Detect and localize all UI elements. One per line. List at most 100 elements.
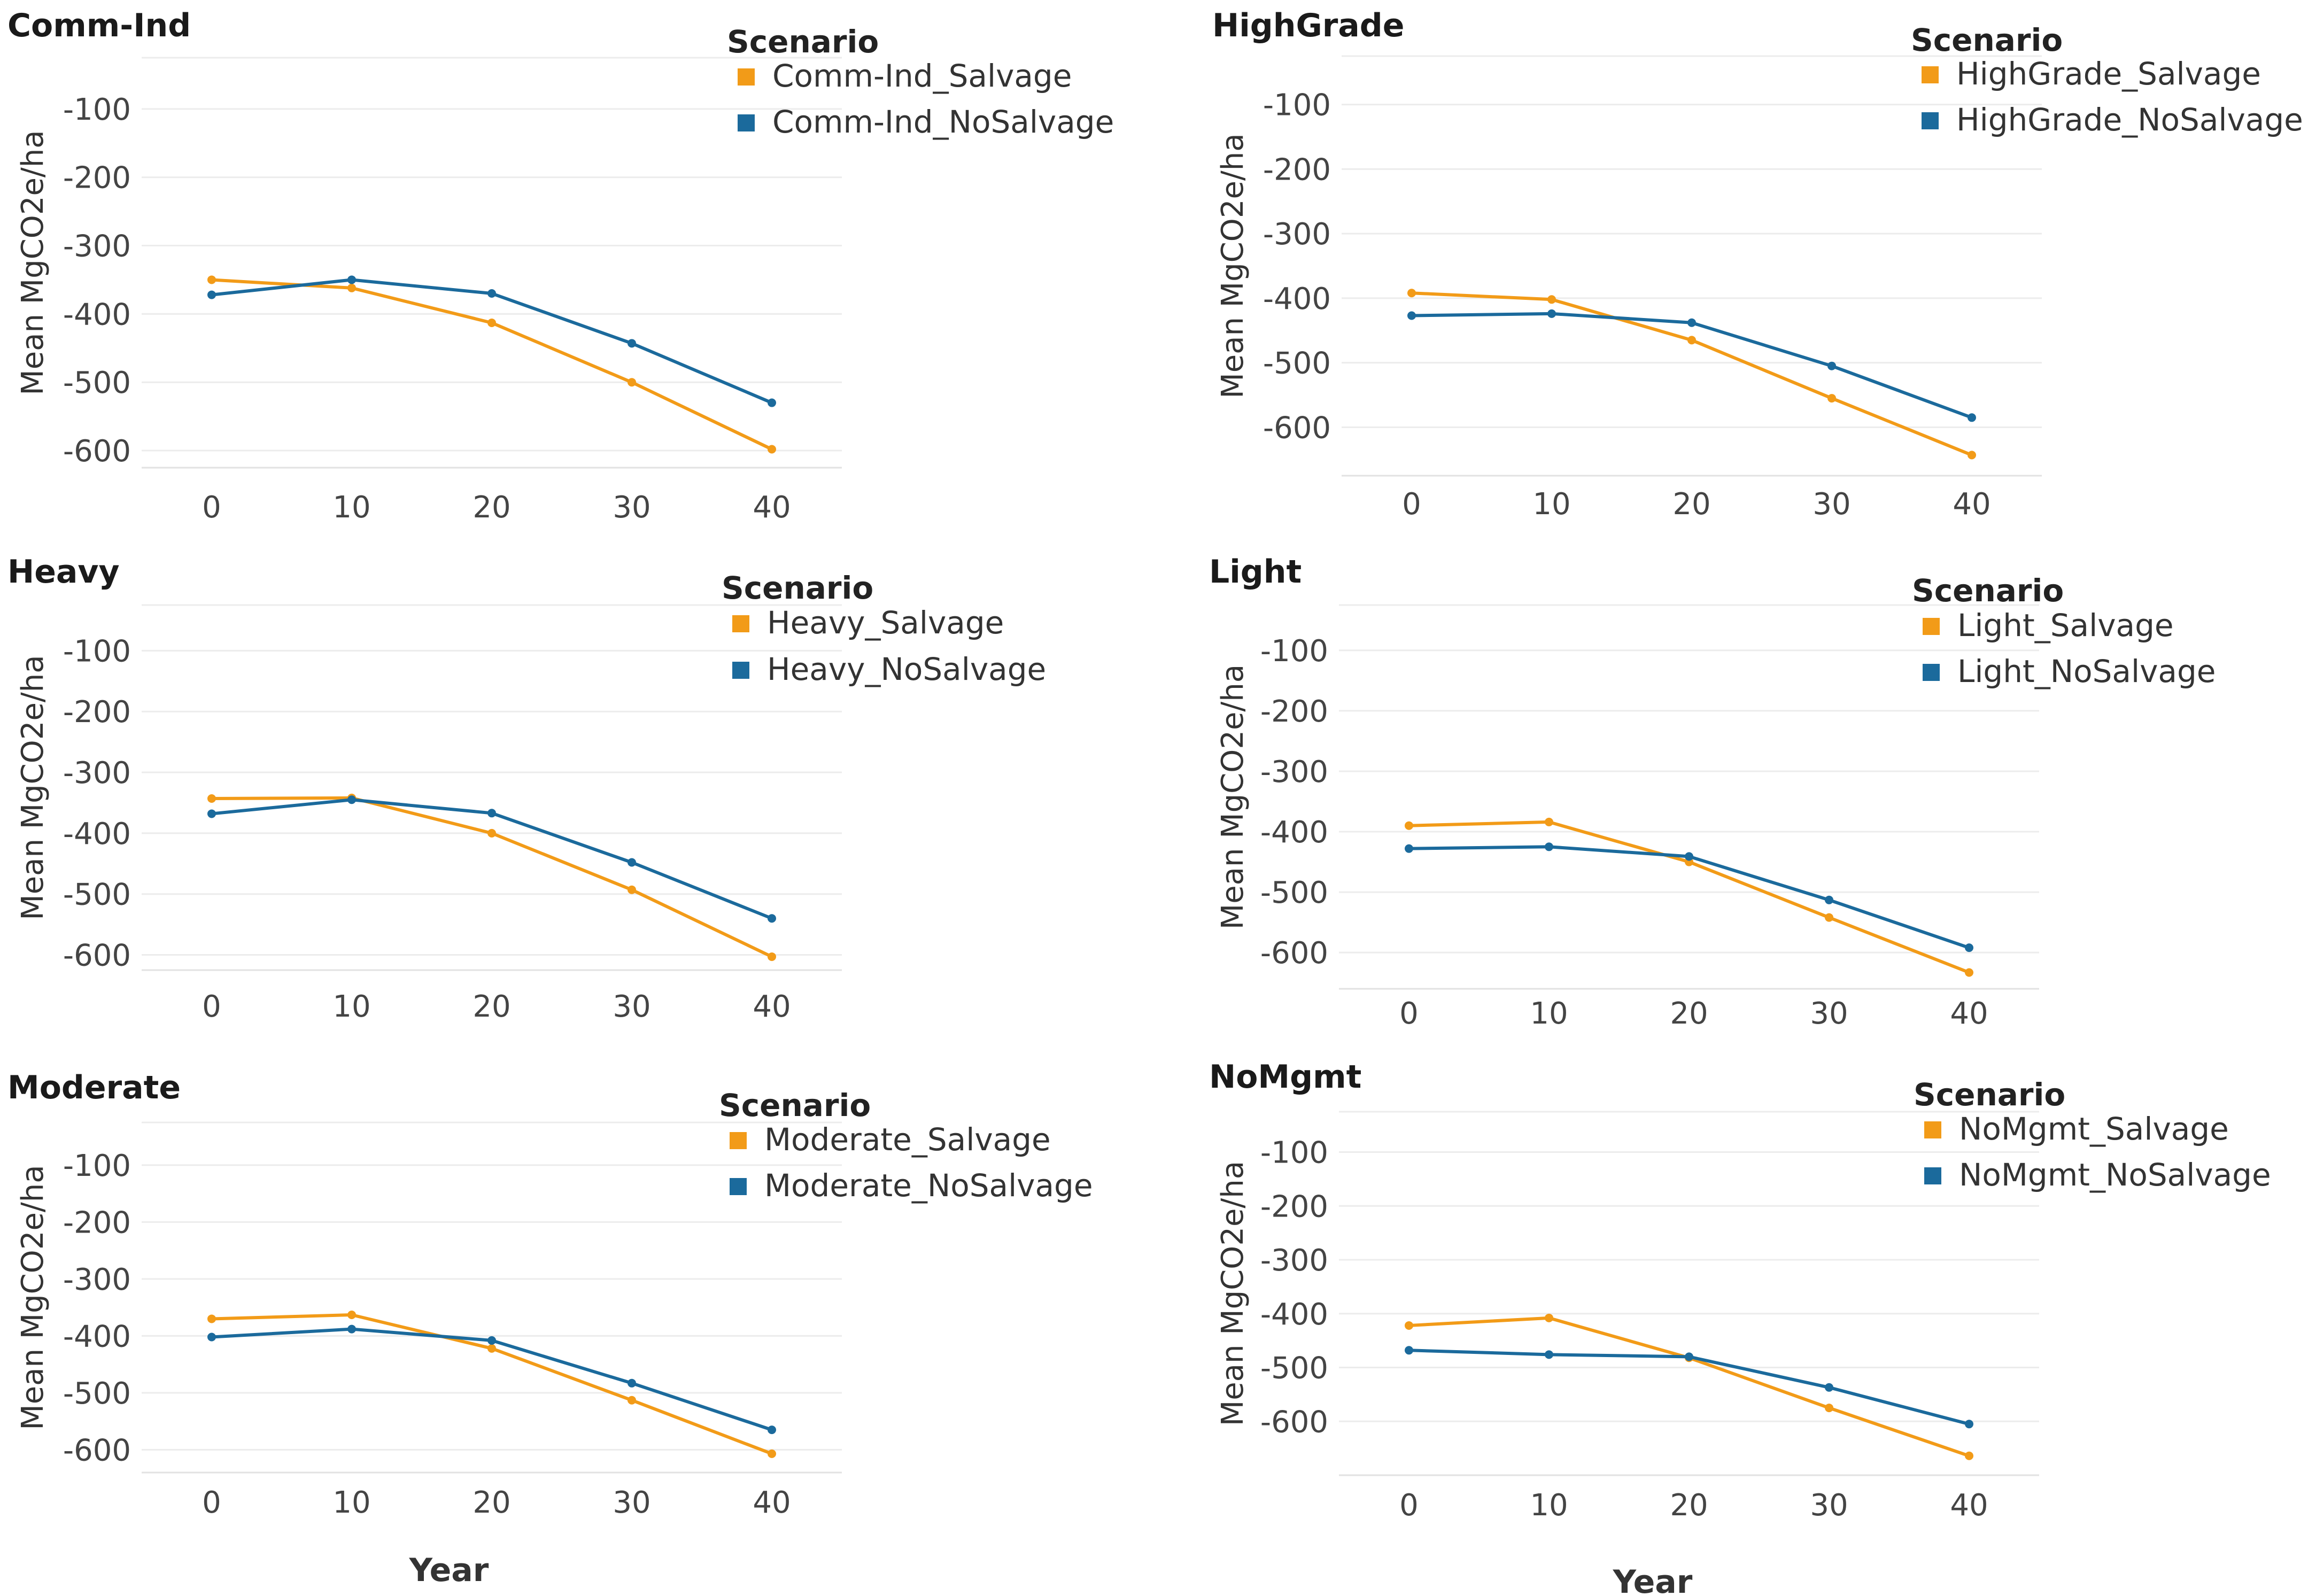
data-point [768, 914, 776, 923]
data-point [207, 290, 216, 299]
x-tick-label: 30 [1810, 1488, 1848, 1523]
y-tick-label: -600 [63, 1433, 131, 1468]
data-point [207, 794, 216, 803]
x-axis-label-right: Year [1613, 1563, 1693, 1596]
legend-title: Scenario [727, 24, 879, 60]
x-tick-label: 20 [473, 989, 510, 1024]
data-point [1968, 413, 1976, 422]
legend-swatch [732, 615, 749, 632]
legend-entry: Comm-Ind_NoSalvage [772, 104, 1114, 140]
data-point [347, 275, 356, 284]
y-tick-label: -300 [1260, 755, 1328, 789]
data-point [1405, 821, 1413, 830]
data-point [487, 318, 496, 327]
panels-group: Comm-Ind -100 -200 -300 -400 -500 -600 0 10 20 30 4… [7, 7, 2303, 1523]
y-tick-label: -400 [1260, 815, 1328, 850]
data-point [1547, 309, 1556, 318]
legend-entry: Light_Salvage [1957, 607, 2174, 644]
data-point [1825, 1404, 1833, 1413]
y-tick-label: -600 [63, 939, 131, 973]
y-tick-label: -400 [1263, 282, 1331, 316]
y-tick-label: -600 [1263, 410, 1331, 445]
data-point [1545, 1313, 1553, 1322]
legend-entry: NoMgmt_Salvage [1959, 1111, 2229, 1147]
x-tick-label: 10 [1530, 1488, 1568, 1523]
legend-swatch [1922, 112, 1939, 129]
x-tick-label: 10 [1532, 487, 1570, 522]
x-tick-label: 0 [202, 490, 221, 525]
data-point [1827, 361, 1836, 370]
data-point [1547, 295, 1556, 304]
y-tick-label: -500 [1260, 876, 1328, 910]
panel-title: Light [1209, 553, 1302, 591]
data-point [628, 1396, 636, 1405]
y-tick-label: -200 [63, 1205, 131, 1240]
data-point [1825, 895, 1833, 904]
y-tick-label: -100 [1263, 88, 1331, 123]
y-tick-label: -300 [63, 756, 131, 791]
y-tick-label: -500 [63, 366, 131, 400]
x-tick-label: 30 [613, 989, 650, 1024]
data-point [1685, 852, 1693, 861]
legend-entry: NoMgmt_NoSalvage [1959, 1157, 2271, 1193]
panel-comm-ind: Comm-Ind -100 -200 -300 -400 -500 -600 0 10 20 30 4… [7, 7, 1114, 525]
y-tick-label: -500 [1263, 346, 1331, 381]
series-line-comm-ind-salvage [210, 278, 773, 451]
x-tick-label: 20 [473, 1485, 510, 1520]
legend-swatch [1924, 1121, 1941, 1138]
legend-entry: Moderate_NoSalvage [764, 1167, 1093, 1204]
y-tick-label: -100 [1260, 634, 1328, 669]
data-point [1965, 1420, 1973, 1429]
legend-title: Scenario [719, 1087, 871, 1124]
y-tick-label: -600 [1260, 936, 1328, 971]
data-point [1407, 289, 1416, 298]
y-tick-label: -200 [63, 695, 131, 730]
y-tick-label: -100 [63, 1149, 131, 1183]
x-tick-label: 40 [753, 989, 791, 1024]
data-point [1405, 1346, 1413, 1355]
y-tick-label: -100 [63, 634, 131, 669]
data-point [628, 378, 636, 387]
panel-light: Light -100 -200 -300 -400 -500 -600 0 10 20 30 40 Me… [1209, 553, 2216, 1031]
x-tick-label: 20 [1670, 1488, 1708, 1523]
x-tick-label: 40 [1950, 996, 1988, 1031]
y-tick-label: -400 [63, 297, 131, 332]
y-axis-label: Mean MgCO2e/ha [1215, 1161, 1250, 1426]
panel-title: HighGrade [1212, 7, 1404, 44]
y-tick-label: -400 [63, 1319, 131, 1354]
data-point [487, 1336, 496, 1345]
x-tick-label: 10 [332, 1485, 370, 1520]
y-tick-label: -100 [1260, 1136, 1328, 1171]
x-tick-label: 0 [1399, 996, 1419, 1031]
legend-entry: Heavy_Salvage [767, 605, 1004, 641]
legend-swatch [732, 662, 749, 679]
legend-swatch [730, 1132, 747, 1149]
y-tick-label: -300 [63, 1262, 131, 1297]
x-tick-label: 0 [202, 989, 221, 1024]
data-point [768, 398, 776, 407]
data-point [207, 1332, 216, 1342]
data-point [628, 885, 636, 894]
legend-entry: Moderate_Salvage [764, 1121, 1051, 1158]
legend-entry: Light_NoSalvage [1957, 653, 2216, 689]
legend-swatch [738, 114, 755, 131]
x-tick-label: 10 [332, 989, 370, 1024]
legend-entry: HighGrade_NoSalvage [1956, 102, 2303, 138]
x-tick-label: 10 [332, 490, 370, 525]
data-point [768, 952, 776, 961]
data-point [1687, 336, 1696, 345]
legend-swatch [738, 68, 755, 86]
series-line-highgrade-salvage [1410, 291, 1973, 457]
data-point [1405, 1321, 1413, 1330]
legend-title: Scenario [1914, 1076, 2065, 1113]
y-tick-label: -500 [63, 878, 131, 912]
x-tick-label: 30 [613, 490, 650, 525]
y-tick-label: -200 [1260, 1189, 1328, 1224]
x-axis-label-left: Year [409, 1552, 489, 1589]
series-line-heavy-salvage [210, 796, 773, 958]
data-point [347, 795, 356, 804]
data-point [1685, 1352, 1693, 1361]
legend-entry: Heavy_NoSalvage [767, 651, 1046, 687]
y-tick-label: -200 [1260, 694, 1328, 729]
y-tick-label: -400 [1260, 1297, 1328, 1332]
